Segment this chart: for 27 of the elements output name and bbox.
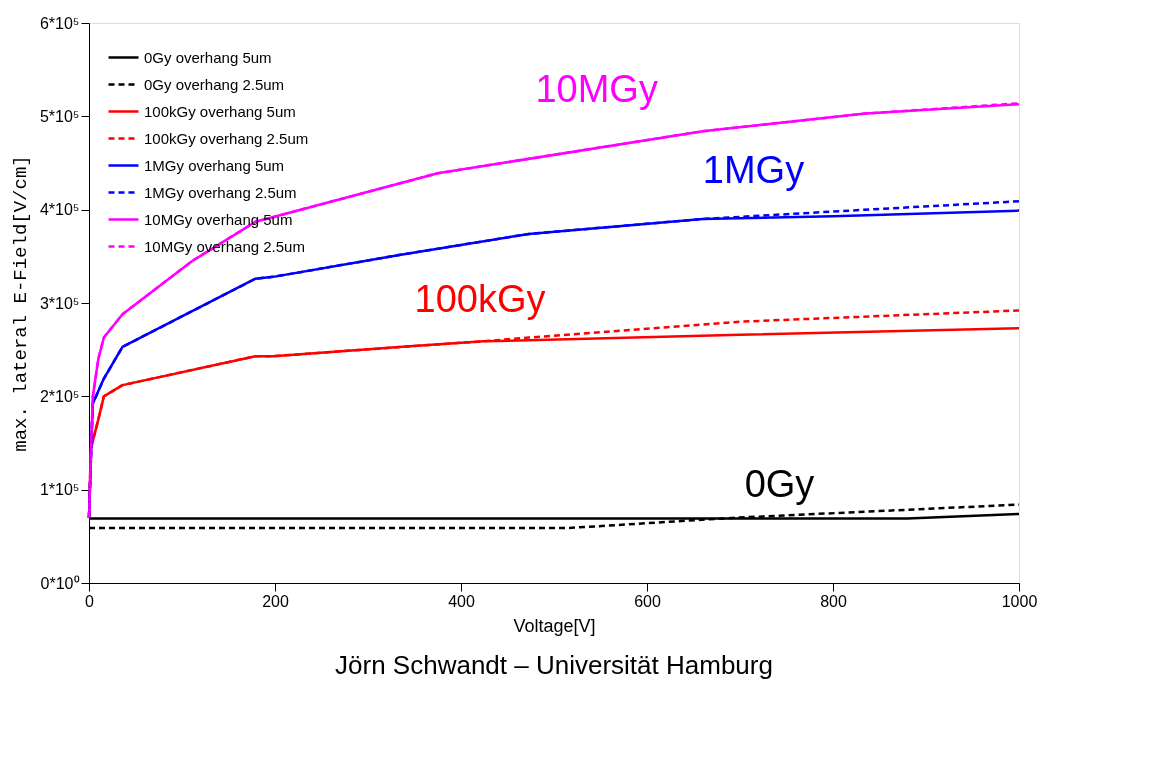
y-tick-label: 0*10⁰ <box>40 574 80 592</box>
legend-label: 10MGy overhang 5um <box>144 210 293 228</box>
legend-label: 0Gy overhang 2.5um <box>144 75 285 93</box>
annotation: 1MGy <box>702 149 805 191</box>
y-tick-label: 4*10⁵ <box>39 201 80 219</box>
y-tick-label: 1*10⁵ <box>39 481 80 499</box>
x-tick-label: 1000 <box>1001 592 1038 610</box>
x-tick-label: 200 <box>262 592 289 610</box>
x-axis-title: Voltage[V] <box>513 615 596 636</box>
legend-label: 100kGy overhang 5um <box>144 102 296 120</box>
x-tick-label: 600 <box>634 592 661 610</box>
x-tick-label: 400 <box>448 592 475 610</box>
y-tick-label: 6*10⁵ <box>39 14 80 32</box>
y-axis-title: max. lateral E-Field[V/cm] <box>9 155 32 452</box>
annotation: 10MGy <box>535 67 658 110</box>
annotation: 0Gy <box>744 462 815 505</box>
annotation: 100kGy <box>414 277 546 320</box>
x-tick-label: 0 <box>85 592 95 610</box>
legend-label: 0Gy overhang 5um <box>144 48 272 66</box>
legend-label: 1MGy overhang 2.5um <box>144 183 297 201</box>
x-tick-label: 800 <box>820 592 847 610</box>
text: Jörn Schwandt – Universität Hamburg <box>335 650 773 680</box>
y-tick-label: 5*10⁵ <box>39 107 80 125</box>
legend-label: 100kGy overhang 2.5um <box>144 129 309 147</box>
legend-label: 1MGy overhang 5um <box>144 156 285 174</box>
y-tick-label: 3*10⁵ <box>39 294 80 312</box>
y-tick-label: 2*10⁵ <box>39 387 80 405</box>
